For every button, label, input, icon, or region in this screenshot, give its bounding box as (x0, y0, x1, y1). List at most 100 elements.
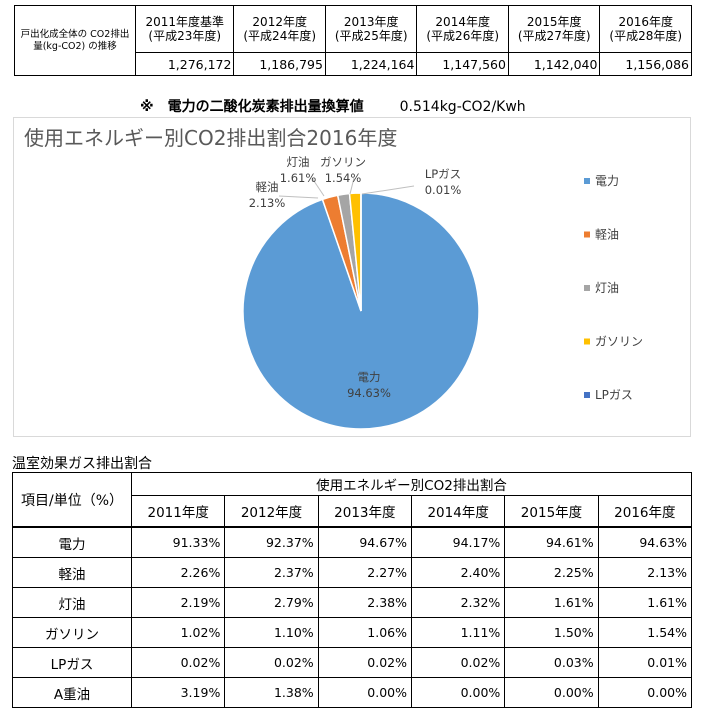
slice-value-label: 94.63% (347, 386, 391, 400)
table-cell: 0.02% (130, 647, 226, 678)
table-row: LPガス 0.02% 0.02% 0.02% 0.02% 0.03% 0.01% (12, 647, 693, 678)
co2-value-2011: 1,276,172 (134, 52, 235, 76)
table-cell: 1.11% (410, 617, 506, 648)
leader-line (361, 185, 415, 195)
co2-value-2012: 1,186,795 (233, 52, 326, 76)
row-item-label: A重油 (12, 677, 132, 708)
table-cell: 0.00% (504, 677, 599, 708)
co2-trend-header-row: 戸出化成全体の CO2排出量(kg-CO2) の推移 2011年度基準 (平成23… (14, 5, 692, 76)
co2-value-2014: 1,147,560 (416, 52, 509, 76)
table-cell: 0.03% (504, 647, 599, 678)
table-cell: 2.38% (317, 587, 412, 618)
co2-trend-value-row: 1,276,172 1,186,795 1,224,164 1,147,560 … (15, 52, 692, 76)
group-header-row: 項目/単位（%） 使用エネルギー別CO2排出割合 (12, 472, 692, 528)
slice-value-label: 0.01% (425, 183, 462, 197)
year-header-2015: 2015年度 (平成27年度) (507, 5, 601, 53)
year-sub: (平成23年度) (148, 29, 222, 43)
slice-value-label: 2.13% (249, 196, 286, 210)
year-label: 2015年度 (526, 15, 582, 29)
year-header: 2011年度 (130, 495, 226, 528)
row-item-label: ガソリン (12, 617, 132, 648)
table-cell: 2.27% (317, 557, 412, 588)
emissions-ratio-table: 項目/単位（%） 使用エネルギー別CO2排出割合 2011年度 2012年度 201… (12, 472, 693, 708)
legend-label: 軽油 (595, 228, 619, 242)
year-header-2014: 2014年度 (平成26年度) (416, 5, 509, 53)
conversion-note: ※ 電力の二酸化炭素排出量換算値 0.514kg-CO2/Kwh (140, 96, 526, 116)
table-row: 灯油 2.19% 2.79% 2.38% 2.32% 1.61% 1.61% (12, 587, 693, 618)
table-row: 軽油 2.26% 2.37% 2.27% 2.40% 2.25% 2.13% (12, 557, 693, 588)
table-cell: 1.10% (224, 617, 319, 648)
table-cell: 2.25% (504, 557, 599, 588)
table-cell: 0.02% (317, 647, 412, 678)
table-cell: 1.61% (597, 587, 693, 618)
legend-label: 灯油 (595, 281, 619, 295)
section-title: 温室効果ガス排出割合 (12, 456, 152, 472)
slice-name-label: LPガス (425, 167, 461, 181)
year-label: 2012年度 (252, 15, 307, 29)
year-header-2012: 2012年度 (平成24年度) (233, 5, 326, 53)
table-cell: 2.32% (410, 587, 506, 618)
legend-label: 電力 (595, 174, 619, 188)
table-cell: 92.37% (224, 526, 319, 558)
table-cell: 2.79% (224, 587, 319, 618)
table-cell: 91.33% (130, 526, 226, 558)
table-cell: 0.00% (317, 677, 412, 708)
slice-name-label: ガソリン (320, 155, 366, 169)
table-cell: 94.63% (597, 526, 693, 558)
year-label: 2016年度 (618, 15, 673, 29)
year-label: 2013年度 (343, 15, 399, 29)
year-sub: (平成25年度) (334, 29, 408, 43)
conversion-value: 0.514kg-CO2/Kwh (399, 99, 526, 115)
table-cell: 2.37% (224, 557, 319, 588)
pie-chart-panel: 使用エネルギー別CO2排出割合2016年度 電力 94.63% 軽油 2.13% 灯油 1… (13, 117, 691, 437)
row-item-label: LPガス (12, 647, 132, 678)
table-cell: 0.02% (410, 647, 506, 678)
year-sub: (平成27年度) (517, 29, 591, 43)
emissions-table-body: 電力 91.33% 92.37% 94.67% 94.17% 94.61% 94.63% 軽油… (12, 526, 693, 708)
slice-value-label: 1.54% (325, 171, 362, 185)
co2-trend-label: 戸出化成全体の CO2排出量(kg-CO2) の推移 (14, 5, 136, 76)
year-header: 2016年度 (597, 495, 693, 528)
table-cell: 94.17% (410, 526, 506, 558)
year-sub: (平成26年度) (426, 29, 500, 43)
year-header-2011: 2011年度基準 (平成23年度) (134, 5, 235, 53)
table-cell: 94.61% (504, 526, 599, 558)
year-label: 2014年度 (435, 15, 490, 29)
year-sub: (平成24年度) (243, 29, 317, 43)
table-cell: 0.00% (410, 677, 506, 708)
table-cell: 0.01% (597, 647, 693, 678)
co2-value-2013: 1,224,164 (324, 52, 418, 76)
leader-line (278, 195, 319, 199)
table-cell: 1.02% (130, 617, 226, 648)
chart-title: 使用エネルギー別CO2排出割合2016年度 (24, 126, 398, 150)
table-cell: 0.00% (597, 677, 693, 708)
year-header: 2014年度 (410, 495, 506, 528)
year-sub: (平成28年度) (609, 29, 683, 43)
row-item-label: 軽油 (12, 557, 132, 588)
group-header: 使用エネルギー別CO2排出割合 (131, 472, 692, 496)
slice-name-label: 灯油 (287, 155, 310, 169)
legend-label: LPガス (595, 388, 633, 402)
leader-line (349, 177, 355, 195)
table-cell: 1.61% (504, 587, 599, 618)
year-header: 2013年度 (317, 495, 412, 528)
legend-swatch (584, 285, 590, 291)
table-row: 電力 91.33% 92.37% 94.67% 94.17% 94.61% 94.63% (12, 526, 693, 558)
table-cell: 0.02% (224, 647, 319, 678)
legend-swatch (584, 338, 590, 345)
legend-swatch (584, 392, 590, 398)
table-row: ガソリン 1.02% 1.10% 1.06% 1.11% 1.50% 1.54% (12, 617, 693, 648)
table-cell: 2.26% (130, 557, 226, 588)
year-label: 2011年度基準 (145, 15, 224, 29)
legend-swatch (584, 231, 590, 238)
table-cell: 1.06% (317, 617, 412, 648)
table-cell: 1.38% (224, 677, 319, 708)
table-cell: 2.13% (597, 557, 693, 588)
slice-name-label: 電力 (358, 370, 381, 384)
row-header: 項目/単位（%） (12, 472, 132, 528)
table-cell: 1.54% (597, 617, 693, 648)
table-cell: 3.19% (130, 677, 226, 708)
year-header-2013: 2013年度 (平成25年度) (324, 5, 418, 53)
table-row: A重油 3.19% 1.38% 0.00% 0.00% 0.00% 0.00% (12, 677, 693, 708)
